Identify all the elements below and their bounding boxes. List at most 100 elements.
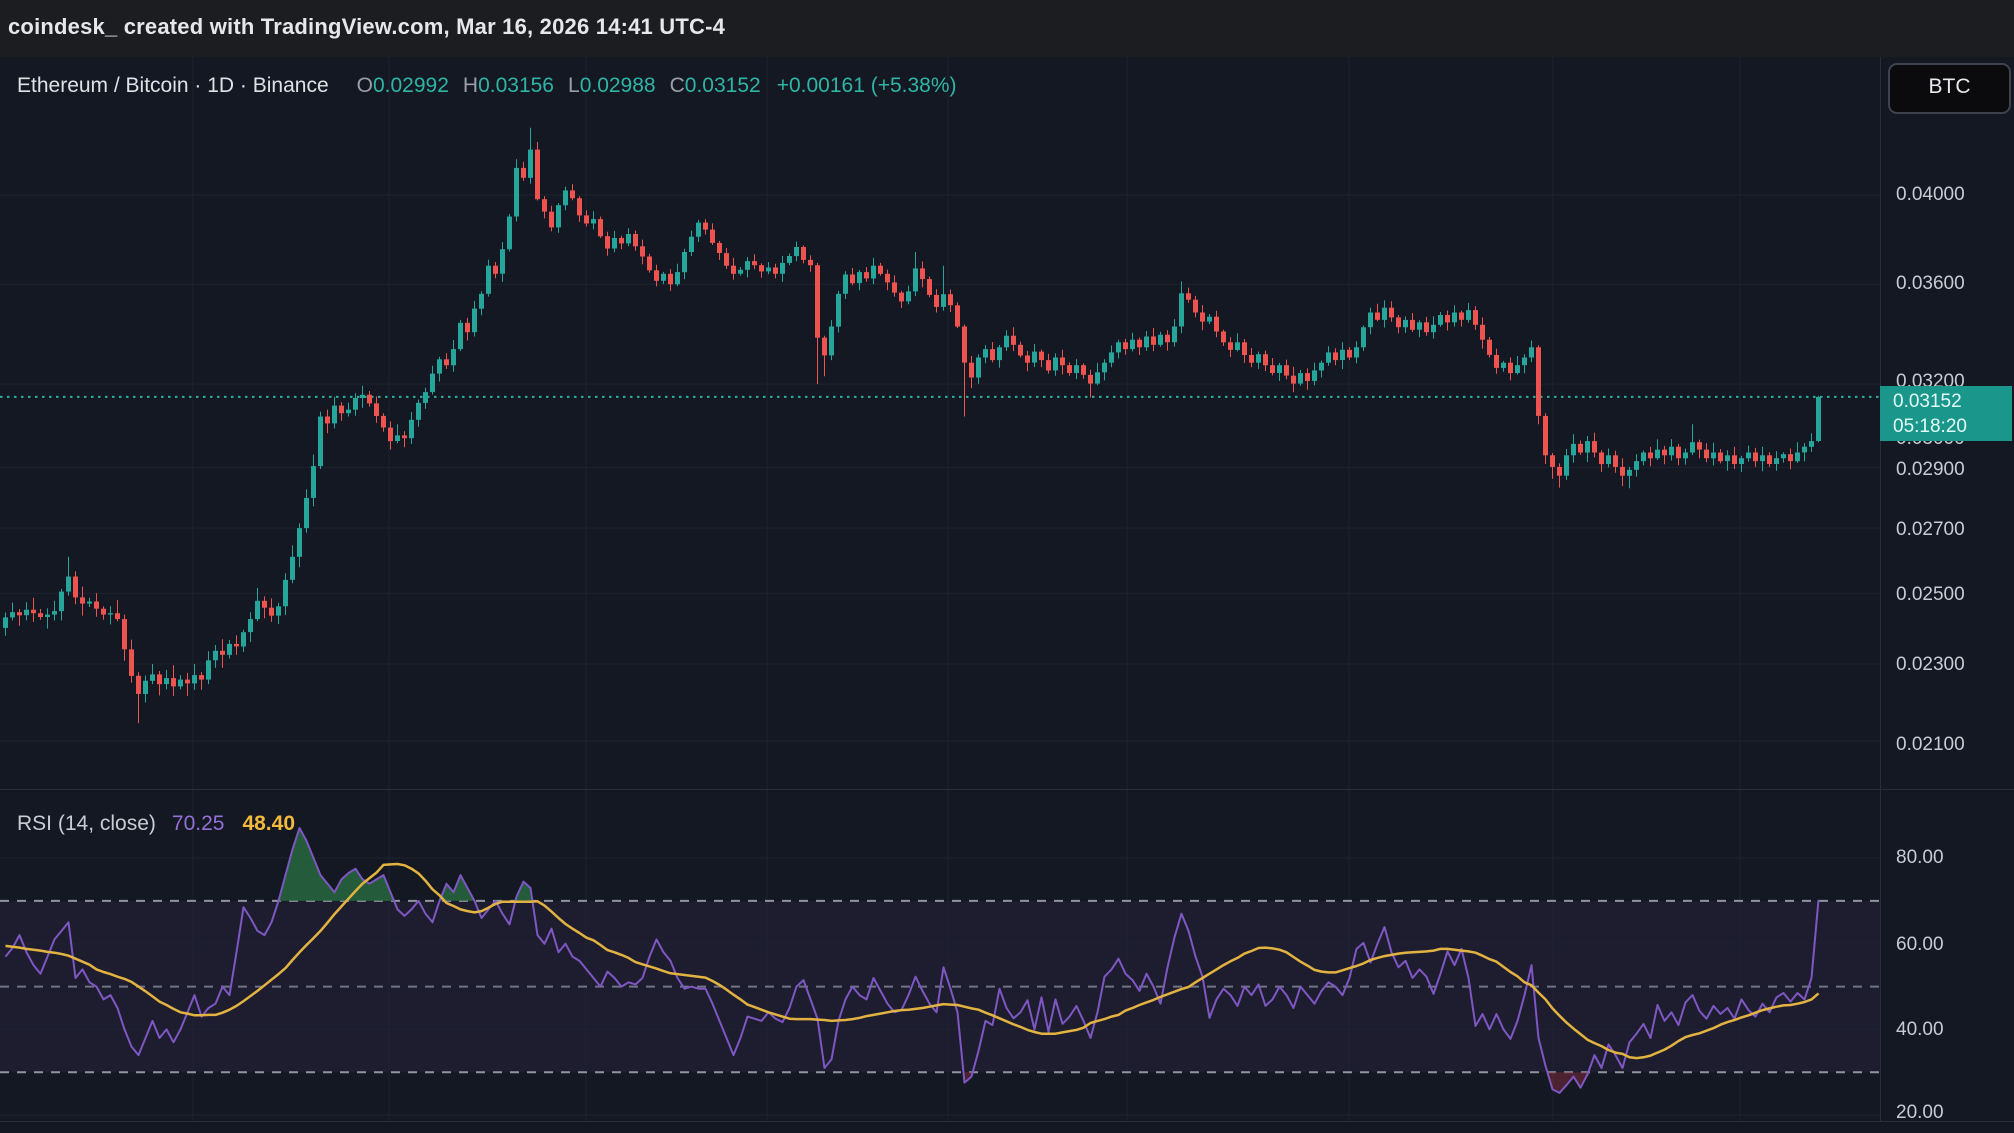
time-axis[interactable] — [0, 1121, 2014, 1133]
rsi-ma-line — [5, 862, 1820, 1060]
candle-body — [311, 466, 316, 498]
price-axis[interactable]: BTC 0.040000.036000.032000.030000.029000… — [1880, 57, 2014, 1123]
candle-body — [1221, 331, 1226, 343]
candle-body — [675, 272, 680, 285]
watermark-bar: coindesk_ created with TradingView.com, … — [0, 0, 2014, 57]
candle-body — [1809, 441, 1814, 447]
candle-body — [843, 274, 848, 294]
candle-body — [199, 675, 204, 680]
candle-body — [1550, 455, 1555, 467]
candle-body — [1522, 357, 1527, 366]
candle-body — [94, 601, 99, 609]
candle-body — [1760, 455, 1765, 462]
candle-body — [1256, 354, 1261, 363]
candle-body — [318, 416, 323, 467]
candle-body — [241, 632, 246, 647]
candle-body — [486, 265, 491, 294]
candle-body — [640, 246, 645, 257]
candle-body — [451, 349, 456, 366]
candle-body — [346, 409, 351, 414]
candle-body — [689, 236, 694, 252]
candle-body — [1368, 312, 1373, 328]
candle-body — [1816, 396, 1821, 441]
candle-body — [969, 362, 974, 378]
candle-body — [717, 242, 722, 253]
candle-body — [87, 601, 92, 604]
candle-body — [73, 576, 78, 598]
candle-body — [528, 149, 533, 178]
candle-body — [1270, 365, 1275, 373]
price-axis-label: 0.02700 — [1896, 519, 1965, 540]
price-pane[interactable] — [0, 57, 1880, 790]
candle-body — [220, 650, 225, 655]
candle-body — [402, 435, 407, 439]
candle-body — [1494, 355, 1499, 368]
candle-body — [591, 219, 596, 224]
candle-body — [1060, 357, 1065, 366]
candle-body — [1739, 458, 1744, 464]
candle-body — [1053, 357, 1058, 371]
candle-body — [1130, 339, 1135, 350]
symbol-header[interactable]: Ethereum / Bitcoin · 1D · Binance O 0.029… — [17, 74, 957, 98]
candle-body — [997, 347, 1002, 361]
candle-body — [1235, 342, 1240, 350]
price-axis-label: 0.02300 — [1896, 654, 1965, 675]
candle-body — [703, 222, 708, 230]
symbol-title: Ethereum / Bitcoin · 1D · Binance — [17, 74, 329, 97]
candle-body — [990, 349, 995, 361]
candle-body — [1214, 316, 1219, 332]
candle-body — [1291, 375, 1296, 384]
candle-body — [1431, 324, 1436, 333]
candle-body — [1305, 373, 1310, 381]
candle-body — [598, 219, 603, 237]
candle-body — [1676, 446, 1681, 459]
candle-body — [1025, 355, 1030, 363]
candle-body — [388, 427, 393, 442]
candle-body — [1417, 322, 1422, 330]
candle-body — [976, 357, 981, 378]
last-price-value: 0.03152 — [1893, 390, 1962, 412]
candle-body — [1375, 312, 1380, 320]
candle-body — [66, 576, 71, 592]
rsi-pane[interactable] — [0, 790, 1880, 1121]
candle-body — [1032, 351, 1037, 363]
candle-body — [1620, 466, 1625, 476]
candle-body — [213, 650, 218, 661]
candle-body — [521, 167, 526, 178]
candle-body — [1319, 362, 1324, 371]
candle-body — [52, 611, 57, 615]
candle-body — [668, 273, 673, 285]
currency-toggle-button[interactable]: BTC — [1888, 63, 2011, 114]
candle-body — [409, 419, 414, 439]
candle-body — [1655, 449, 1660, 459]
candle-body — [815, 265, 820, 338]
candle-body — [1718, 452, 1723, 462]
rsi-legend[interactable]: RSI (14, close) 70.25 48.40 — [17, 812, 295, 836]
candle-body — [3, 617, 8, 628]
candle-body — [1389, 307, 1394, 318]
candle-body — [1585, 441, 1590, 453]
candle-body — [1116, 342, 1121, 353]
candle-body — [1767, 455, 1772, 464]
candle-body — [304, 497, 309, 529]
price-axis-label: 0.03600 — [1896, 273, 1965, 294]
candle-body — [1802, 446, 1807, 453]
candle-body — [1004, 335, 1009, 348]
candle-body — [1732, 455, 1737, 464]
candle-body — [1571, 443, 1576, 456]
candle-body — [38, 613, 43, 617]
candle-body — [157, 674, 162, 685]
candle-body — [787, 256, 792, 263]
last-price-badge[interactable]: 0.03152 05:18:20 — [1880, 386, 2012, 441]
candle-body — [1144, 336, 1149, 348]
candle-body — [626, 234, 631, 244]
candle-body — [1095, 372, 1100, 384]
pane-separator[interactable] — [0, 789, 2014, 790]
candle-body — [1277, 365, 1282, 373]
candle-body — [1242, 342, 1247, 355]
rsi-axis-label: 20.00 — [1896, 1102, 1944, 1123]
candle-body — [1788, 454, 1793, 462]
candle-body — [206, 660, 211, 680]
candle-body — [1151, 336, 1156, 345]
